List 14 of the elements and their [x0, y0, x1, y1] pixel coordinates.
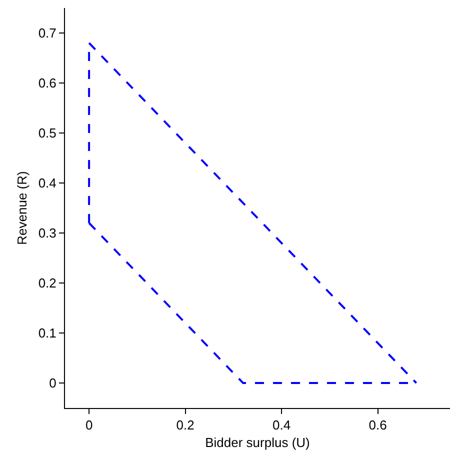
x-tick-label: 0.2 [176, 418, 194, 433]
x-tick-label: 0 [85, 418, 93, 433]
y-tick-label: 0.4 [38, 176, 56, 191]
x-axis-title: Bidder surplus (U) [205, 435, 310, 450]
y-tick-label: 0.5 [38, 126, 56, 141]
y-tick-label: 0.2 [38, 276, 56, 291]
y-tick-label: 0 [49, 376, 56, 391]
y-tick-label: 0.7 [38, 26, 56, 41]
y-axis-title: Revenue (R) [14, 171, 30, 245]
y-tick-label: 0.1 [38, 326, 56, 341]
x-tick-label: 0.4 [272, 418, 291, 433]
y-tick-label: 0.3 [38, 226, 56, 241]
y-tick-label: 0.6 [38, 76, 56, 91]
x-tick-label: 0.6 [368, 418, 387, 433]
